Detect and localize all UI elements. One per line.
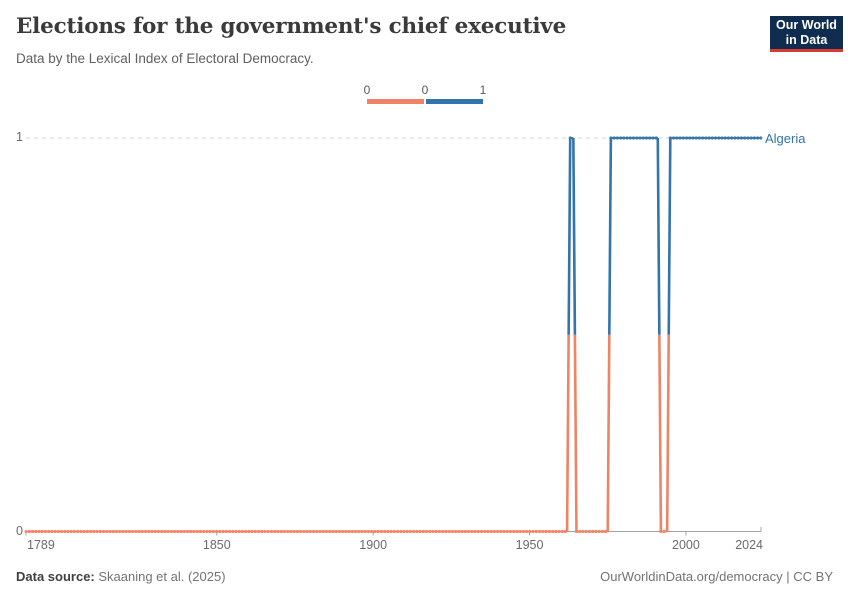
owid-logo[interactable]: Our World in Data <box>770 16 843 52</box>
series-connector-high <box>567 137 572 335</box>
series-connector-low <box>606 334 611 532</box>
data-source-label: Data source: <box>16 569 95 584</box>
citation-link[interactable]: OurWorldinData.org/democracy | CC BY <box>600 569 833 584</box>
data-source-note[interactable]: Data source: Skaaning et al. (2025) <box>16 569 226 584</box>
series-connector-high <box>656 137 661 335</box>
chart-title: Elections for the government's chief exe… <box>16 14 567 39</box>
y-axis-tick-label: 1 <box>16 130 23 144</box>
series-connector-high <box>667 137 672 335</box>
chart-subtitle: Data by the Lexical Index of Electoral D… <box>16 51 314 66</box>
legend-bin-edge-label: 0 <box>363 83 371 97</box>
series-connector-high <box>572 137 577 335</box>
series-connector-low <box>658 334 663 532</box>
series-connector-high <box>608 137 613 335</box>
legend-bin-edge-label: 1 <box>479 83 487 97</box>
series-connector-low <box>565 334 570 532</box>
y-axis-tick-label: 0 <box>16 523 23 538</box>
legend: 0 0 1 <box>363 83 486 105</box>
x-axis-tick-label: 1850 <box>202 538 231 552</box>
legend-bin-edge-label: 0 <box>421 83 429 97</box>
x-axis-tick-label: 1789 <box>27 538 55 552</box>
series-connector-low <box>665 334 671 532</box>
owid-logo-line2: in Data <box>785 32 828 47</box>
legend-bin-1[interactable] <box>426 99 483 104</box>
x-axis-tick-label: 1900 <box>359 538 388 552</box>
x-axis-tick-label: 2000 <box>672 538 700 552</box>
data-source-text: Skaaning et al. (2025) <box>94 569 226 584</box>
owid-logo-line1: Our World <box>776 17 837 32</box>
x-axis-tick-label: 2024 <box>735 538 763 552</box>
entity-label[interactable]: Algeria <box>765 131 806 146</box>
x-axis-tick-label: 1950 <box>515 538 544 552</box>
series-connector-low <box>573 334 578 532</box>
legend-bin-0[interactable] <box>367 99 424 104</box>
